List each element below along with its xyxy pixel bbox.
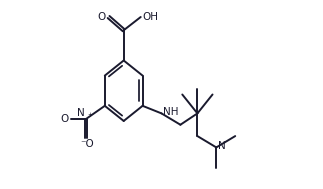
Text: N: N xyxy=(77,108,85,118)
Text: O: O xyxy=(61,114,69,124)
Text: N: N xyxy=(218,142,225,151)
Text: NH: NH xyxy=(163,108,179,117)
Text: OH: OH xyxy=(142,12,159,22)
Text: +: + xyxy=(87,112,92,118)
Text: ⁻O: ⁻O xyxy=(80,139,94,149)
Text: O: O xyxy=(98,12,106,22)
